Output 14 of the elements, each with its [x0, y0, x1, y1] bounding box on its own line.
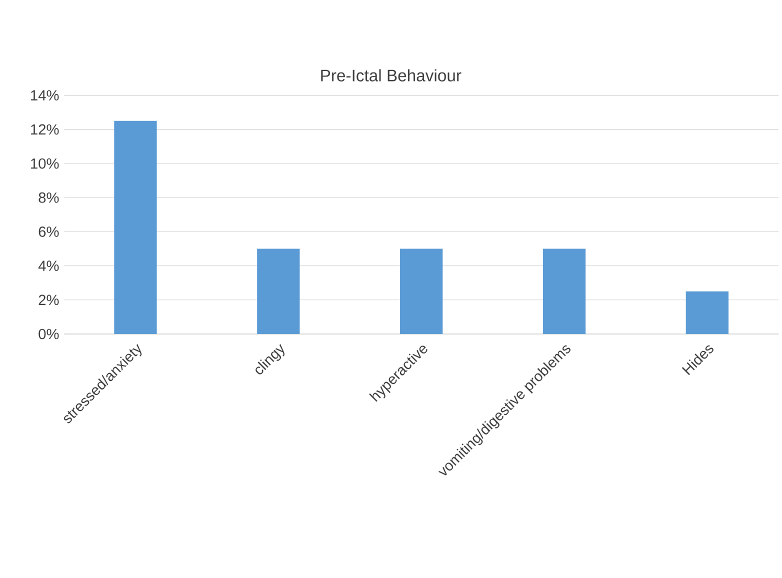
y-tick-label: 10%	[31, 158, 59, 169]
y-tick-label: 4%	[38, 260, 59, 271]
y-tick-label: 14%	[31, 90, 59, 100]
y-tick-label: 2%	[38, 294, 59, 306]
chart-title: Pre-Ictal Behaviour	[321, 69, 462, 82]
y-tick-label: 8%	[38, 192, 59, 203]
bar	[114, 120, 157, 334]
y-tick-label: 12%	[31, 124, 59, 135]
y-tick-label: 6%	[38, 226, 59, 237]
bar	[257, 248, 300, 334]
bar	[542, 248, 586, 334]
y-tick-label: 0%	[38, 328, 59, 340]
bar	[400, 248, 443, 334]
bar	[686, 291, 729, 334]
